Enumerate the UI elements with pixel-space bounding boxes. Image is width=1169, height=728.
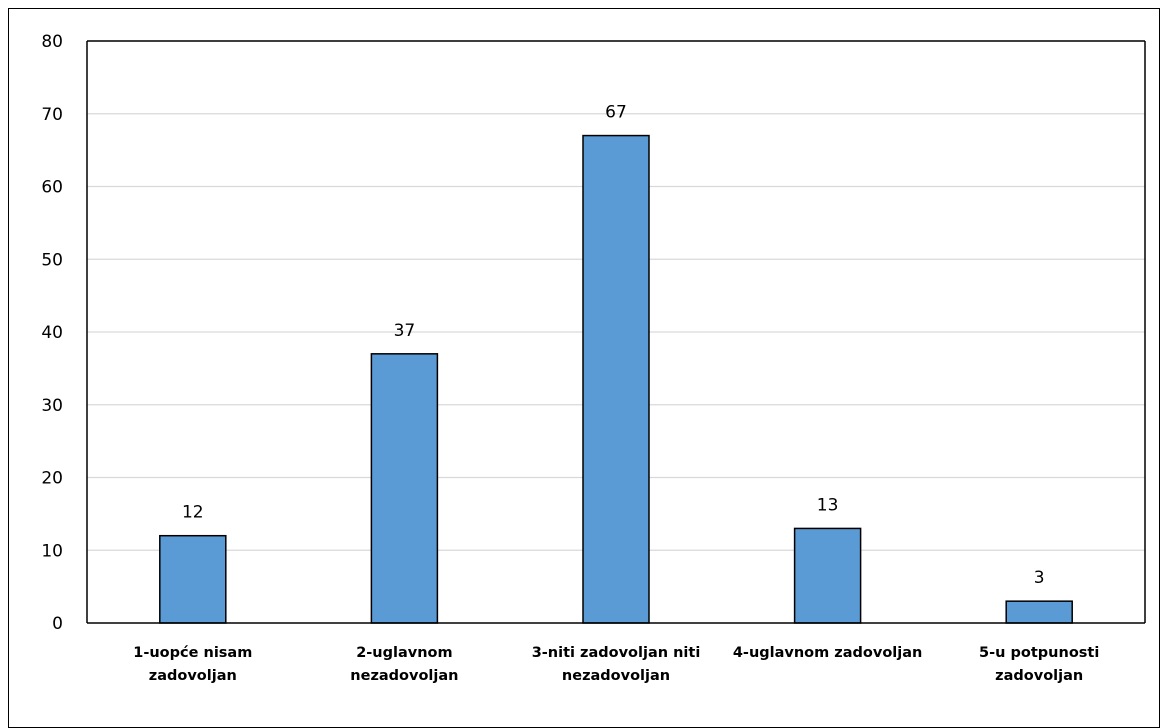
y-tick-label: 60 (41, 178, 63, 198)
x-tick-label-line: 1-uopće nisam (133, 645, 252, 661)
x-tick-label-line: zadovoljan (995, 668, 1083, 684)
bar (1005, 600, 1073, 624)
x-tick-label: 1-uopće nisam zadovoljan (133, 645, 252, 684)
bars (159, 134, 1073, 624)
y-tick-label: 80 (41, 32, 63, 52)
x-tick-label-line: 4-uglavnom zadovoljan (733, 645, 922, 661)
x-tick-label: 3-niti zadovoljan niti nezadovoljan (532, 645, 701, 684)
x-tick-label: 4-uglavnom zadovoljan (733, 645, 922, 661)
bar (582, 134, 650, 624)
y-tick-label: 10 (41, 541, 63, 561)
x-tick-label-line: 3-niti zadovoljan niti (532, 645, 701, 661)
y-tick-label: 70 (41, 105, 63, 125)
x-tick-label-line: nezadovoljan (350, 668, 458, 684)
data-label: 37 (394, 321, 416, 341)
y-tick-label: 0 (52, 614, 63, 634)
axes (86, 40, 1146, 624)
y-tick-label: 30 (41, 396, 63, 416)
bar-chart: 0 10 20 30 40 50 60 70 80 1-uopće nisam zadovolja… (41, 32, 1146, 684)
data-label: 3 (1034, 568, 1045, 588)
y-tick-label: 20 (41, 469, 63, 489)
bar (159, 534, 227, 624)
y-tick-label: 50 (41, 250, 63, 270)
data-labels: 12 37 67 13 3 (182, 103, 1045, 589)
bar (793, 527, 862, 624)
x-tick-labels: 1-uopće nisam zadovoljan 2-uglavnom nezadov… (133, 645, 1099, 684)
x-tick-label-line: nezadovoljan (562, 668, 670, 684)
x-tick-label: 2-uglavnom nezadovoljan (350, 645, 458, 684)
y-tick-labels: 0 10 20 30 40 50 60 70 80 (41, 32, 63, 634)
data-label: 12 (182, 503, 204, 523)
x-tick-label-line: 2-uglavnom (356, 645, 452, 661)
x-tick-label: 5-u potpunosti zadovoljan (979, 645, 1099, 684)
y-tick-label: 40 (41, 323, 63, 343)
bar (370, 353, 439, 624)
x-tick-label-line: 5-u potpunosti (979, 645, 1099, 661)
data-label: 13 (817, 495, 839, 515)
x-tick-label-line: zadovoljan (149, 668, 237, 684)
data-label: 67 (605, 103, 627, 123)
